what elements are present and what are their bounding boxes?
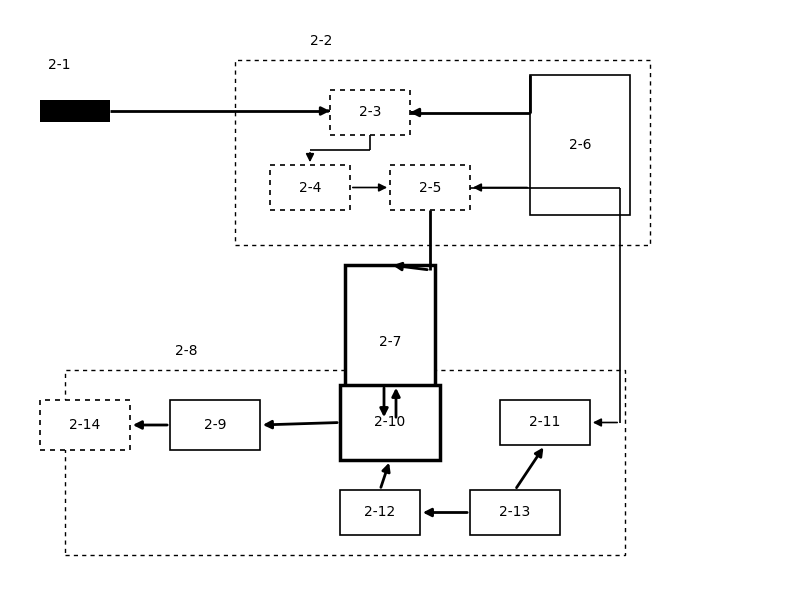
Text: 2-9: 2-9 [204, 418, 226, 432]
Bar [40, 400, 130, 450]
Text: 2-2: 2-2 [310, 34, 332, 48]
Text: 2-7: 2-7 [379, 336, 401, 349]
Text: 2-5: 2-5 [419, 180, 441, 195]
Text: 2-13: 2-13 [499, 506, 530, 519]
Bar [330, 90, 410, 135]
Bar [170, 400, 260, 450]
Text: 2-11: 2-11 [530, 415, 561, 430]
Bar [345, 265, 435, 420]
Bar [235, 60, 650, 245]
Bar [390, 165, 470, 210]
Bar [270, 165, 350, 210]
Bar [340, 385, 440, 460]
Bar [40, 100, 110, 122]
Text: 2-6: 2-6 [569, 138, 591, 152]
Bar [340, 490, 420, 535]
Text: 2-10: 2-10 [374, 415, 406, 430]
Bar [530, 75, 630, 215]
Text: 2-4: 2-4 [299, 180, 321, 195]
Text: 2-1: 2-1 [48, 58, 70, 72]
Text: 2-8: 2-8 [175, 344, 198, 358]
Bar [500, 400, 590, 445]
Bar [470, 490, 560, 535]
Text: 2-3: 2-3 [359, 105, 381, 120]
Text: 2-12: 2-12 [364, 506, 396, 519]
Bar [65, 370, 625, 555]
Text: 2-14: 2-14 [70, 418, 101, 432]
